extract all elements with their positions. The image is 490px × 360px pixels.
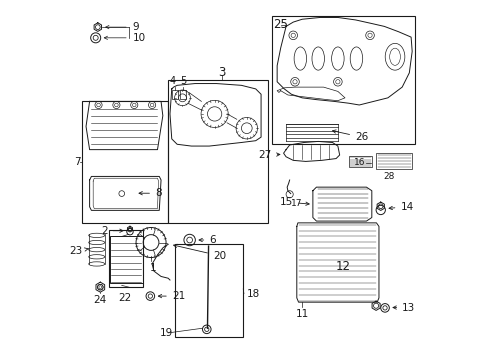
Text: 12: 12	[336, 260, 351, 273]
Text: 6: 6	[199, 235, 216, 245]
Bar	[82, 102, 168, 223]
Bar	[110, 237, 143, 283]
Text: 8: 8	[139, 188, 162, 198]
Text: 14: 14	[389, 202, 414, 212]
Text: 4: 4	[170, 76, 176, 86]
Text: 16: 16	[354, 158, 366, 167]
Text: 15: 15	[280, 197, 309, 207]
Text: 2: 2	[101, 226, 123, 236]
Text: 17: 17	[292, 199, 303, 208]
Bar	[348, 156, 372, 167]
Bar	[272, 16, 415, 144]
Text: 10: 10	[132, 33, 146, 43]
Text: 21: 21	[158, 291, 185, 301]
Text: 18: 18	[247, 289, 260, 299]
Text: 25: 25	[273, 18, 288, 31]
Text: 7: 7	[74, 157, 81, 167]
Text: 1: 1	[149, 263, 156, 273]
Text: 19: 19	[160, 328, 173, 338]
Text: 3: 3	[218, 66, 225, 79]
Text: 5: 5	[180, 76, 186, 86]
Text: 9: 9	[132, 22, 139, 32]
Text: 23: 23	[69, 247, 88, 256]
Text: 26: 26	[333, 130, 368, 142]
Text: 28: 28	[384, 172, 395, 181]
Bar	[175, 244, 243, 337]
Bar	[180, 90, 186, 99]
Text: 11: 11	[295, 309, 309, 319]
Bar	[376, 153, 412, 169]
Text: 13: 13	[393, 302, 416, 312]
Bar	[168, 80, 268, 223]
Text: 27: 27	[259, 150, 280, 160]
Bar	[172, 90, 178, 99]
Bar	[109, 230, 143, 287]
Text: 22: 22	[119, 293, 132, 302]
Text: 20: 20	[173, 244, 226, 261]
Text: 24: 24	[94, 295, 107, 305]
